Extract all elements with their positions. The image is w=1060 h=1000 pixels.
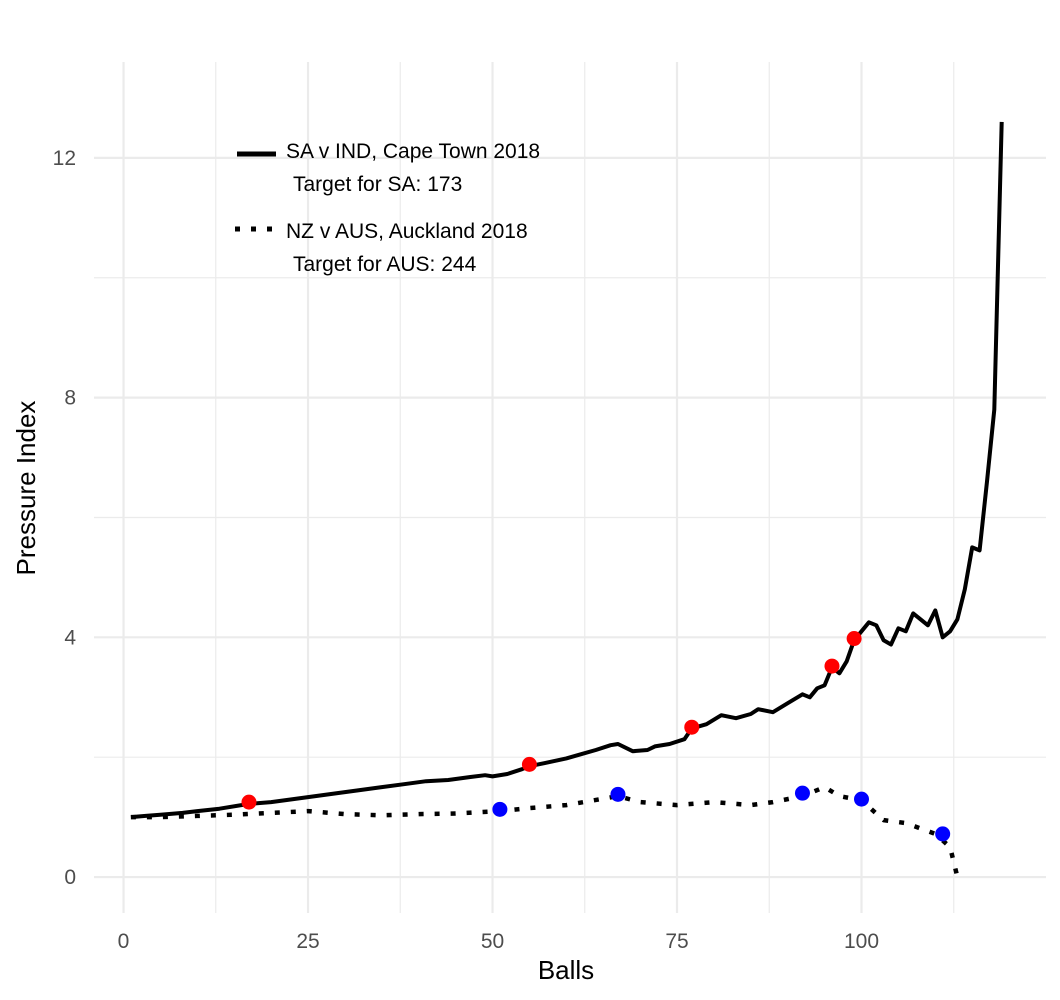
legend-item-aus: NZ v AUS, Auckland 2018 Target for AUS: … — [235, 220, 528, 276]
y-tick-label: 0 — [64, 866, 76, 889]
legend-label-aus-match: NZ v AUS, Auckland 2018 — [286, 220, 528, 243]
wicket-point-sa — [241, 794, 257, 810]
legend-label-aus-target: Target for AUS: 244 — [293, 253, 477, 276]
legend-item-sa: SA v IND, Cape Town 2018 Target for SA: … — [237, 140, 540, 196]
series-lines — [130, 121, 1004, 878]
series-line-aus — [130, 784, 960, 878]
series-line-sa — [130, 121, 1004, 820]
y-axis-title: Pressure Index — [11, 401, 41, 576]
wicket-point-aus — [794, 785, 810, 801]
wicket-point-aus — [854, 791, 870, 807]
wicket-point-sa — [521, 756, 537, 772]
wicket-point-sa — [846, 631, 862, 647]
y-tick-label: 12 — [53, 147, 76, 170]
wicket-point-sa — [684, 719, 700, 735]
x-axis-title: Balls — [538, 955, 594, 985]
x-tick-label: 50 — [481, 930, 504, 953]
wicket-point-aus — [610, 786, 626, 802]
wicket-point-aus — [492, 801, 508, 817]
wicket-point-aus — [935, 826, 951, 842]
legend-label-sa-target: Target for SA: 173 — [293, 173, 462, 196]
x-tick-label: 25 — [296, 930, 319, 953]
x-tick-label: 0 — [118, 930, 130, 953]
y-tick-label: 8 — [64, 387, 76, 410]
legend-label-sa-match: SA v IND, Cape Town 2018 — [286, 140, 540, 163]
legend: SA v IND, Cape Town 2018 Target for SA: … — [235, 140, 540, 276]
tick-labels: 0 25 50 75 100 0 4 8 12 — [53, 147, 879, 953]
y-tick-label: 4 — [64, 626, 76, 649]
grid — [94, 62, 1046, 913]
x-tick-label: 75 — [665, 930, 688, 953]
wicket-markers — [241, 631, 951, 842]
x-tick-label: 100 — [844, 930, 879, 953]
wicket-point-sa — [824, 658, 840, 674]
